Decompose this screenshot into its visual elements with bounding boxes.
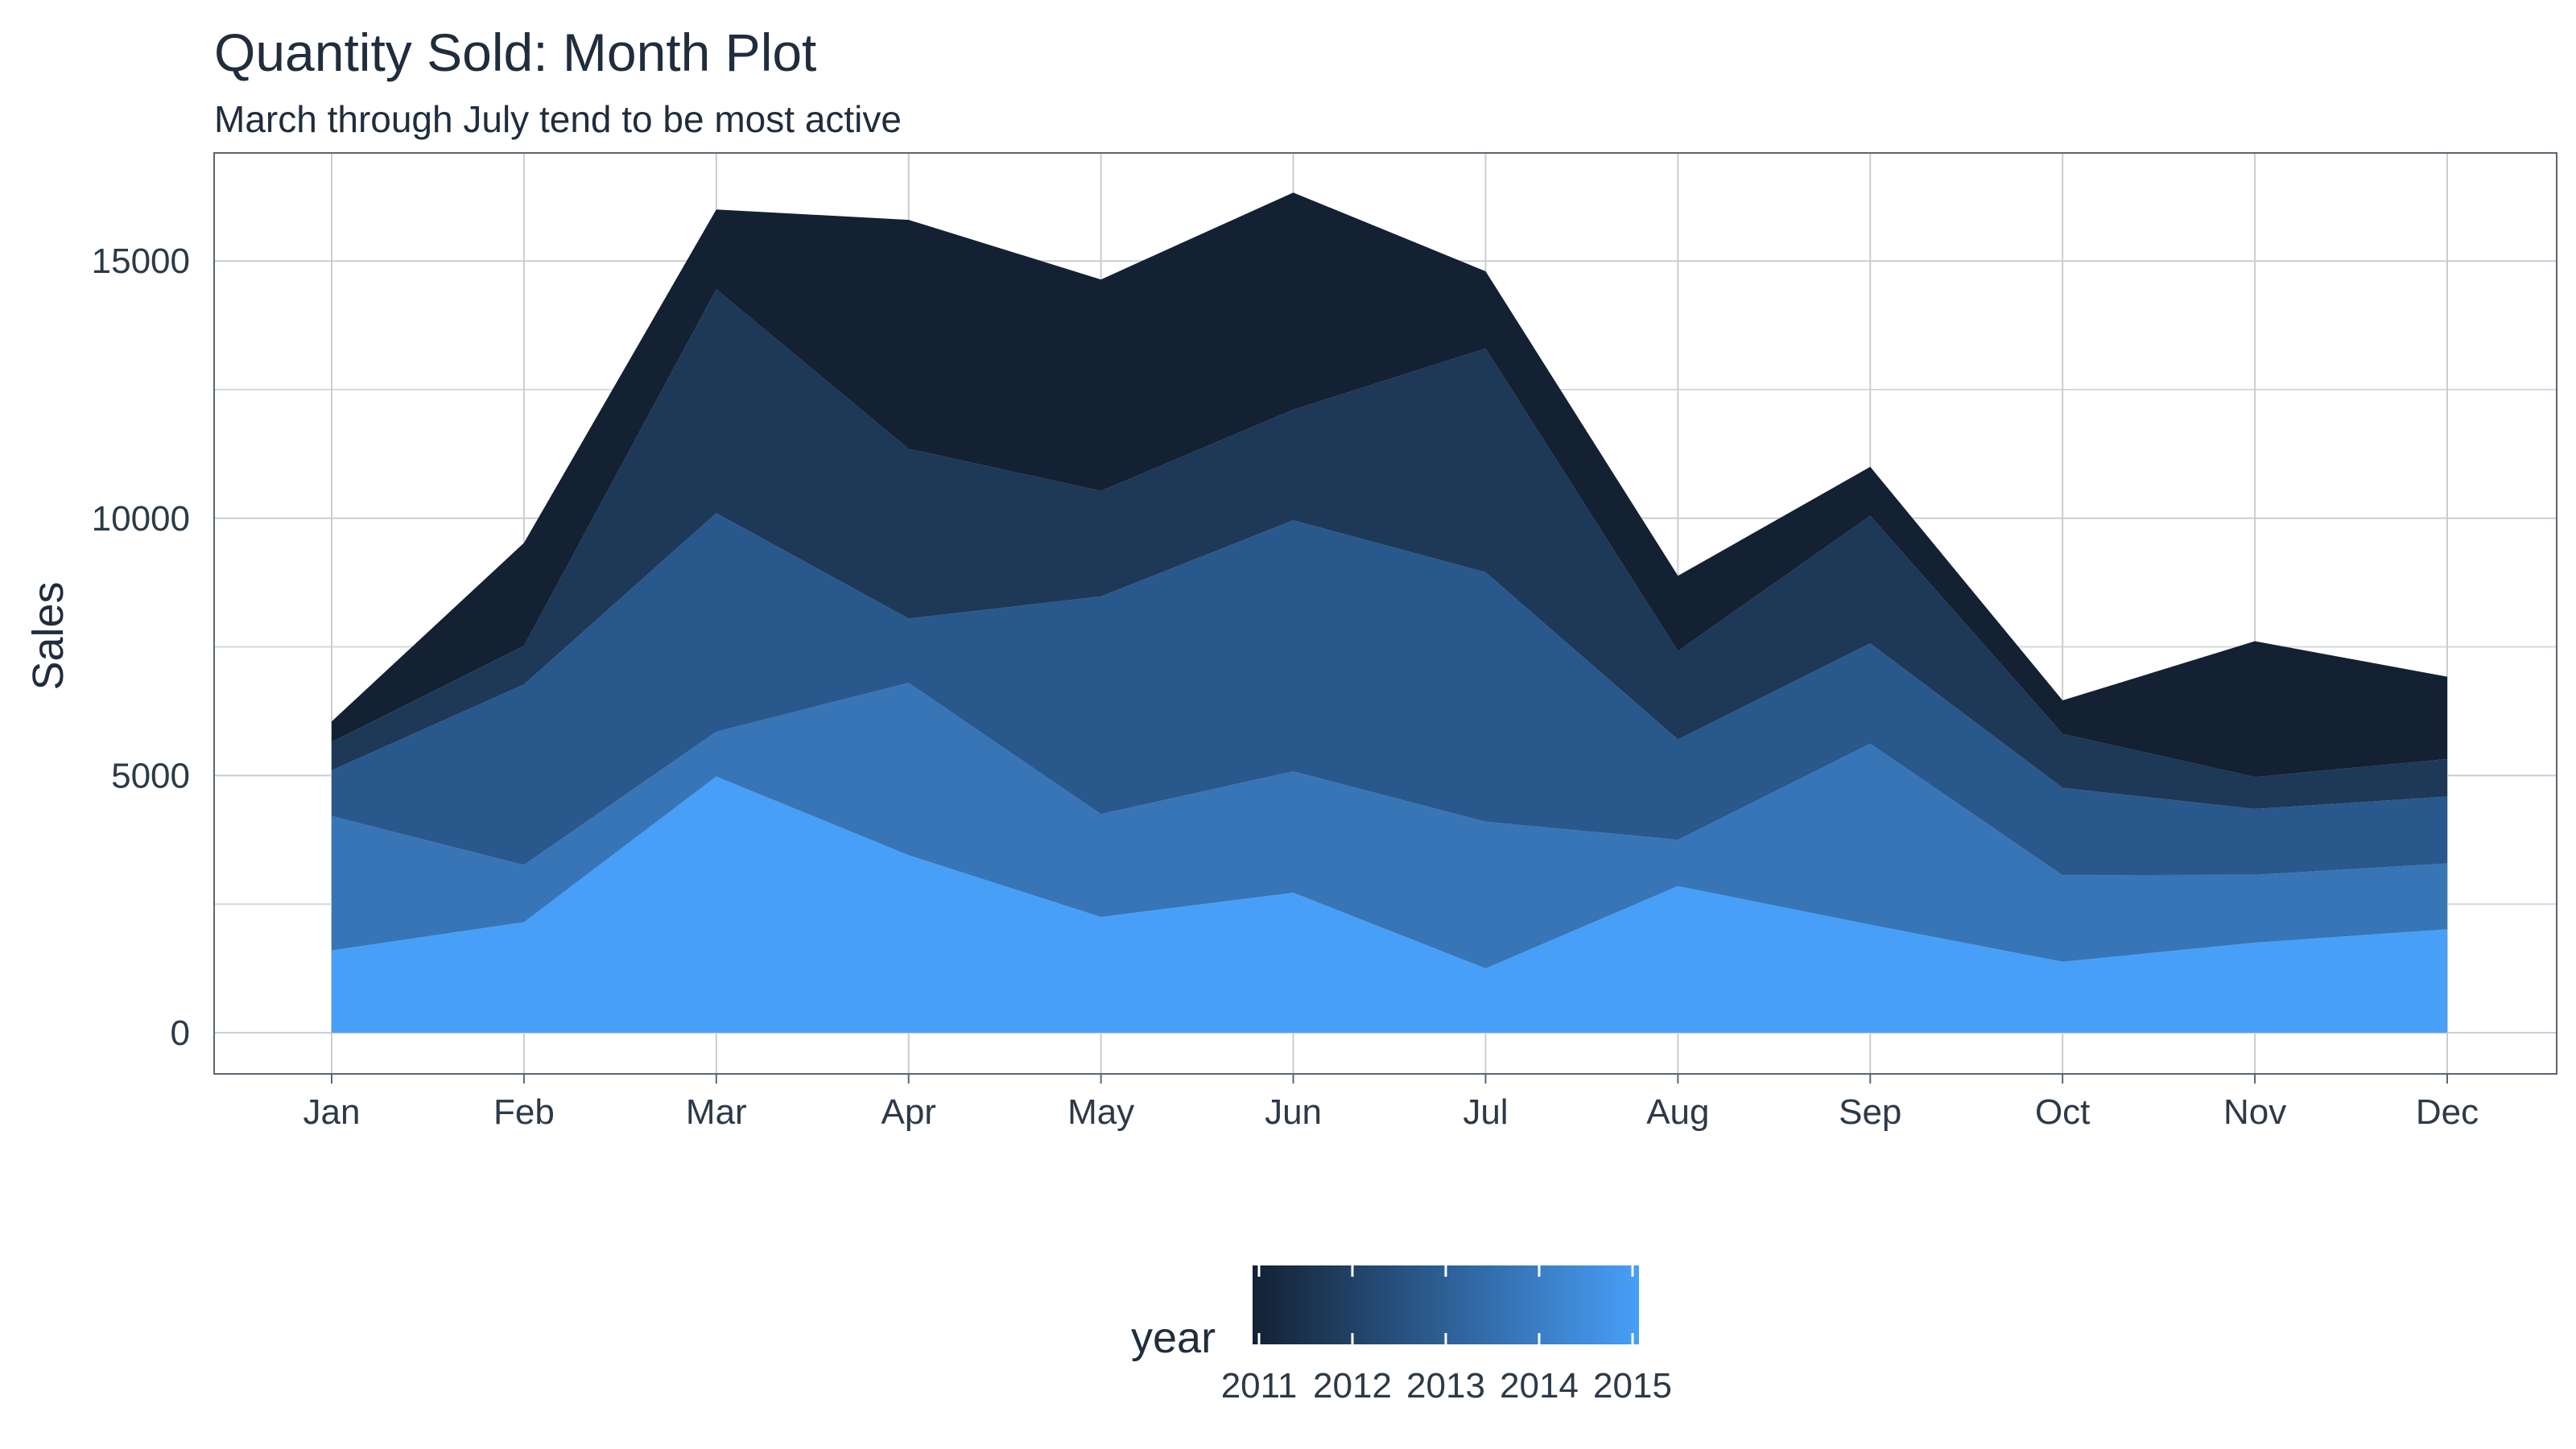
- legend-colorbar: [1253, 1265, 1639, 1344]
- legend-title: year: [1131, 1314, 1216, 1362]
- x-tick-label-jun: Jun: [1265, 1092, 1322, 1132]
- y-tick-label: 15000: [92, 242, 190, 281]
- legend-tick-label: 2013: [1406, 1366, 1485, 1406]
- legend: year 2011 2012 2013 2014 2015: [1131, 1265, 1672, 1406]
- chart-title: Quantity Sold: Month Plot: [214, 23, 816, 82]
- x-tick-label-aug: Aug: [1646, 1092, 1709, 1132]
- legend-tick-label: 2014: [1500, 1366, 1579, 1406]
- y-axis-title: Sales: [24, 581, 72, 690]
- area-2012: [332, 289, 2447, 809]
- area-layers: [332, 192, 2447, 1033]
- legend-tick-label: 2012: [1313, 1366, 1392, 1406]
- x-tick-label-mar: Mar: [686, 1092, 747, 1132]
- area-2015: [332, 776, 2447, 1033]
- x-tick-label-jan: Jan: [303, 1092, 361, 1132]
- y-tick-label: 0: [171, 1013, 190, 1053]
- legend-tick-label: 2015: [1593, 1366, 1672, 1406]
- x-tick-label-sep: Sep: [1839, 1092, 1901, 1132]
- legend-ticks: 2011 2012 2013 2014 2015: [1221, 1265, 1672, 1406]
- x-tick-label-oct: Oct: [2035, 1092, 2090, 1132]
- area-2014: [332, 683, 2447, 968]
- y-tick-label: 10000: [92, 499, 190, 539]
- x-tick-label-may: May: [1067, 1092, 1134, 1132]
- y-axis: 0 5000 10000 15000: [92, 242, 190, 1053]
- plot-panel-border: [213, 152, 2557, 1075]
- x-tick-label-feb: Feb: [493, 1092, 555, 1132]
- x-tick-label-nov: Nov: [2223, 1092, 2286, 1132]
- y-tick-label: 5000: [111, 756, 190, 795]
- area-2013: [332, 513, 2447, 876]
- x-tick-label-dec: Dec: [2416, 1092, 2479, 1132]
- legend-tick-label: 2011: [1221, 1366, 1298, 1406]
- chart-subtitle: March through July tend to be most activ…: [214, 98, 902, 140]
- area-2011: [332, 192, 2447, 778]
- x-tick-label-jul: Jul: [1463, 1092, 1508, 1132]
- x-axis: Jan Feb Mar Apr May Jun Jul Aug Sep Oct Nov Dec: [303, 1074, 2479, 1132]
- x-tick-label-apr: Apr: [881, 1092, 935, 1132]
